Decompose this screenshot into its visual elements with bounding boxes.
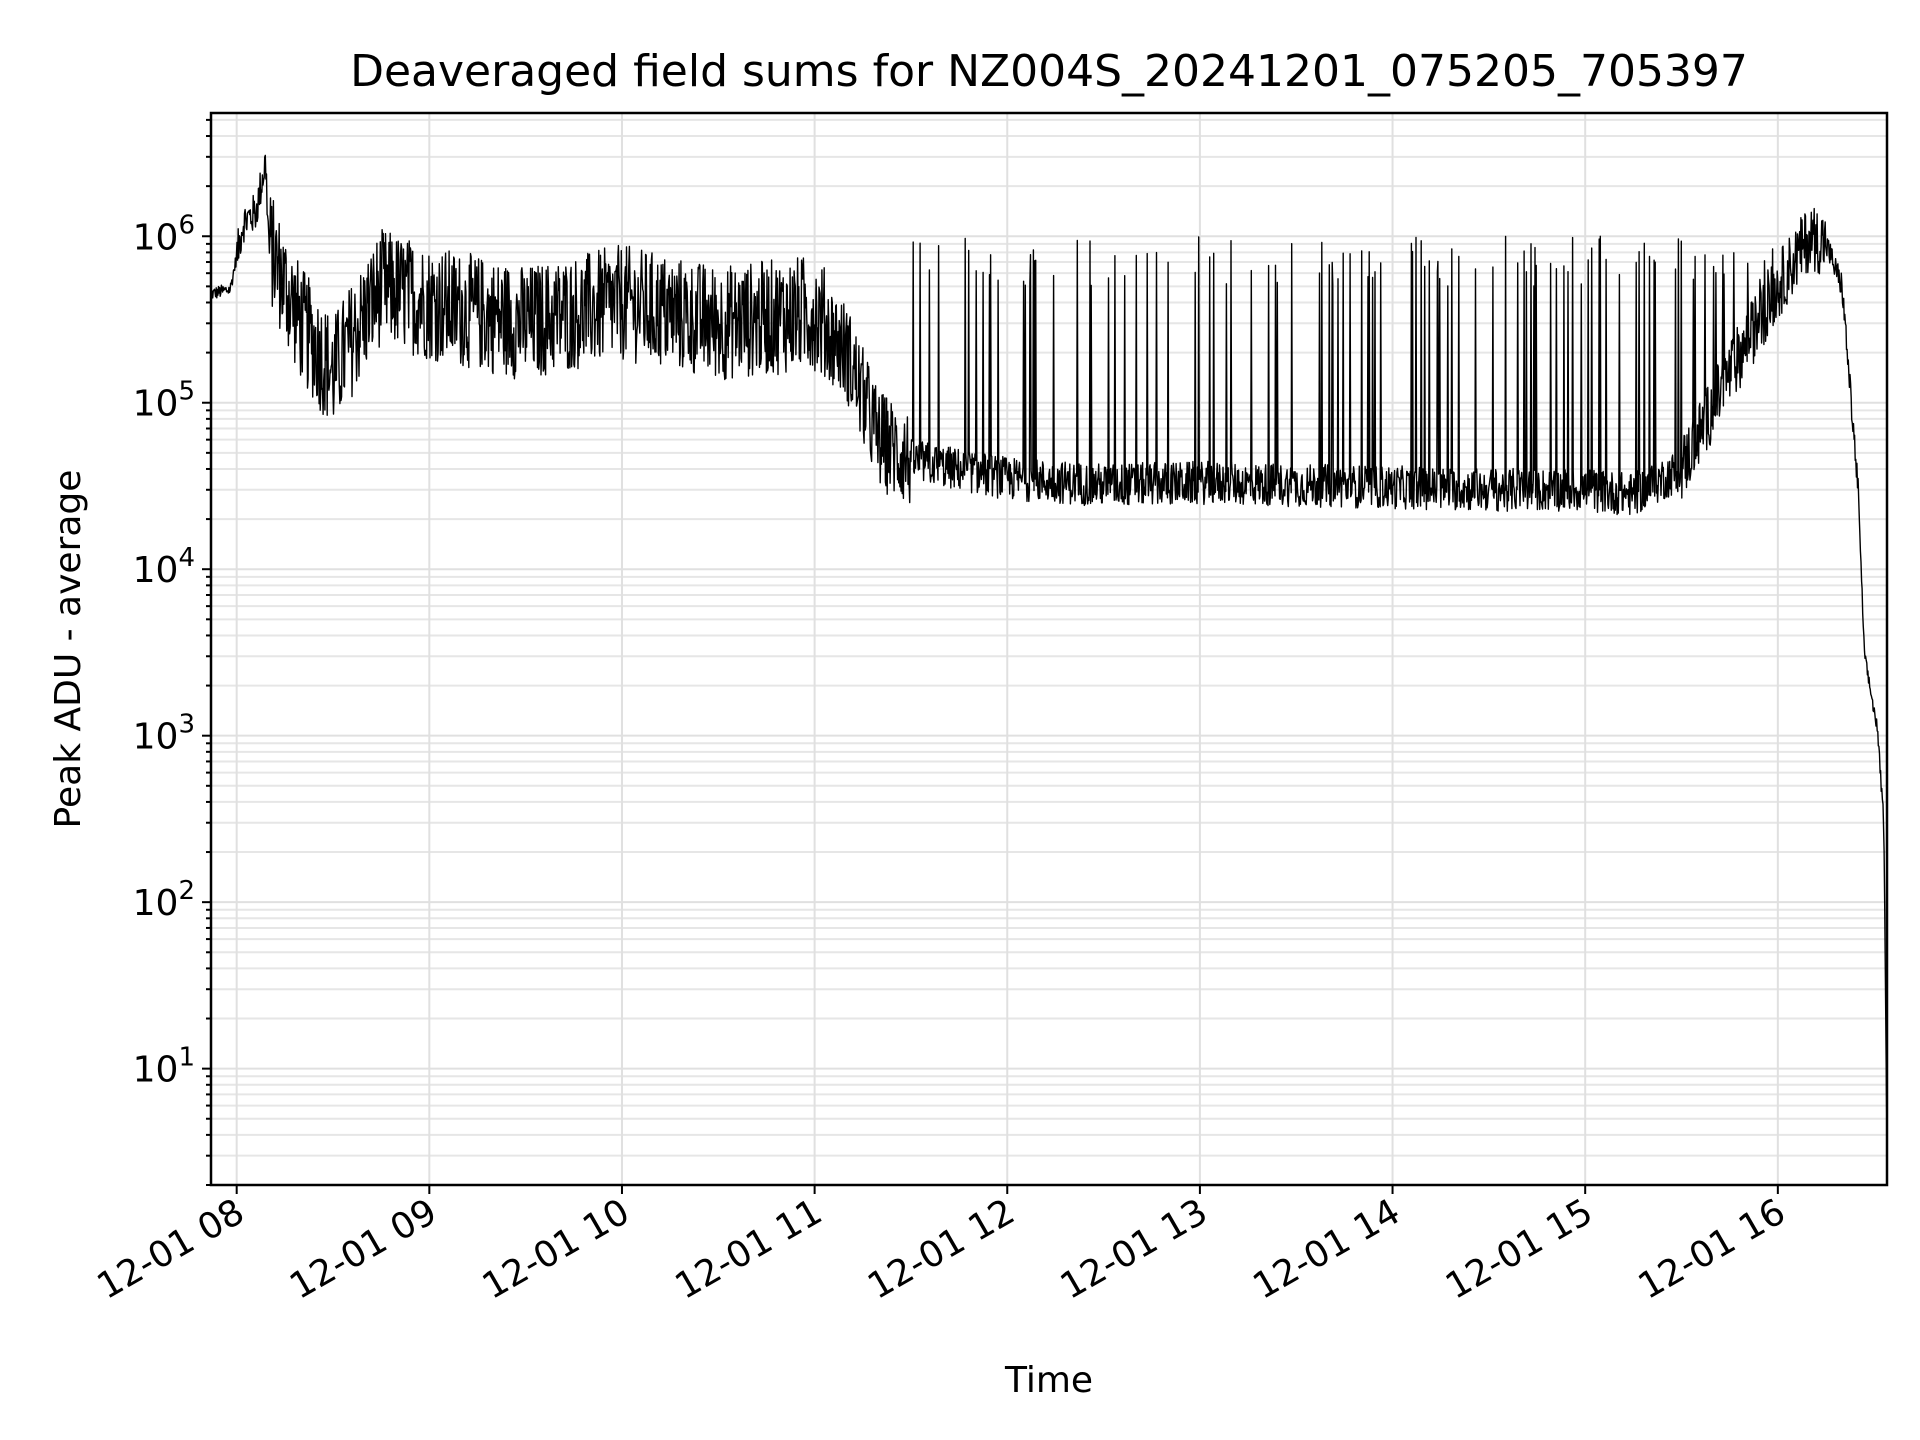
chart-title: Deaveraged field sums for NZ004S_2024120…: [350, 46, 1748, 97]
y-tick-exponent: 4: [178, 543, 195, 573]
x-axis-label: Time: [1004, 1360, 1093, 1401]
y-tick-exponent: 3: [178, 710, 195, 740]
y-tick-exponent: 5: [178, 377, 195, 407]
y-tick-base: 10: [133, 883, 179, 924]
y-tick-base: 10: [133, 217, 179, 258]
y-tick-exponent: 6: [178, 210, 195, 240]
y-tick-base: 10: [133, 1050, 179, 1091]
y-tick-base: 10: [133, 384, 179, 425]
y-tick-base: 10: [133, 717, 179, 758]
y-tick-exponent: 2: [178, 876, 195, 906]
y-axis-label: Peak ADU - average: [48, 470, 89, 829]
y-tick-base: 10: [133, 550, 179, 591]
y-tick-exponent: 1: [178, 1043, 195, 1073]
